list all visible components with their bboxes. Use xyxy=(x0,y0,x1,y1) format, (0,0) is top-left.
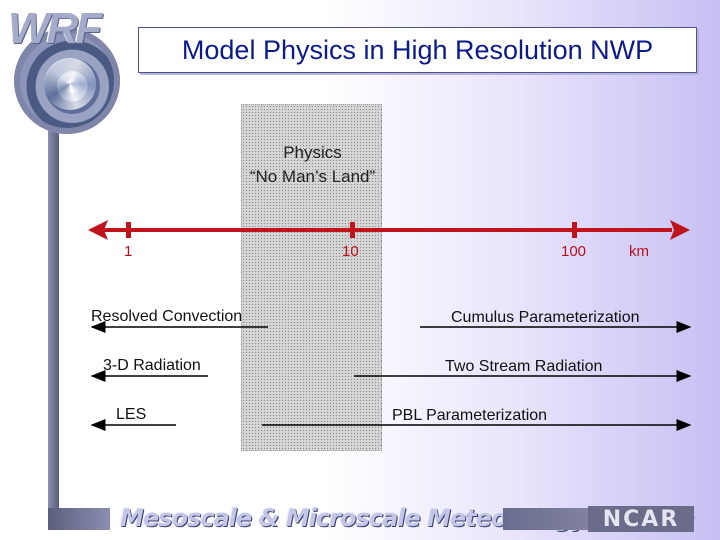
scale-arrow-right-icon xyxy=(670,220,690,240)
cumulus-label: Cumulus Parameterization xyxy=(451,309,640,326)
no-mans-land-label-line1: Physics xyxy=(283,143,342,162)
title-box: Model Physics in High Resolution NWP xyxy=(138,27,697,73)
radiation-3d-label: 3-D Radiation xyxy=(103,357,201,374)
scale-unit-label: km xyxy=(629,243,649,260)
logo-text: WRF xyxy=(8,4,102,53)
left-accent-bar xyxy=(48,95,59,525)
pbl-label: PBL Parameterization xyxy=(392,407,548,424)
two-stream-label: Two Stream Radiation xyxy=(445,358,603,375)
tick-mark-1 xyxy=(126,222,131,238)
hurricane-swirl-icon xyxy=(44,58,96,110)
wrf-logo xyxy=(14,28,120,134)
les-label: LES xyxy=(116,406,147,423)
footer-bar-left xyxy=(48,508,110,530)
tick-mark-100 xyxy=(572,222,577,238)
resolved-convection-label: Resolved Convection xyxy=(91,308,243,325)
tick-mark-10 xyxy=(350,222,355,238)
no-mans-land-region xyxy=(241,104,382,451)
footer-bar-right xyxy=(503,508,588,530)
scale-arrow-left-icon xyxy=(88,220,108,240)
tick-label-100: 100 xyxy=(561,243,587,260)
page-title: Model Physics in High Resolution NWP xyxy=(181,34,654,65)
no-mans-land-label-line2: “No Man’s Land” xyxy=(249,167,376,186)
tick-label-10: 10 xyxy=(342,243,359,260)
tick-label-1: 1 xyxy=(124,243,133,260)
ncar-logo-text: NCAR xyxy=(602,506,680,532)
ncar-logo: NCAR xyxy=(588,506,694,532)
